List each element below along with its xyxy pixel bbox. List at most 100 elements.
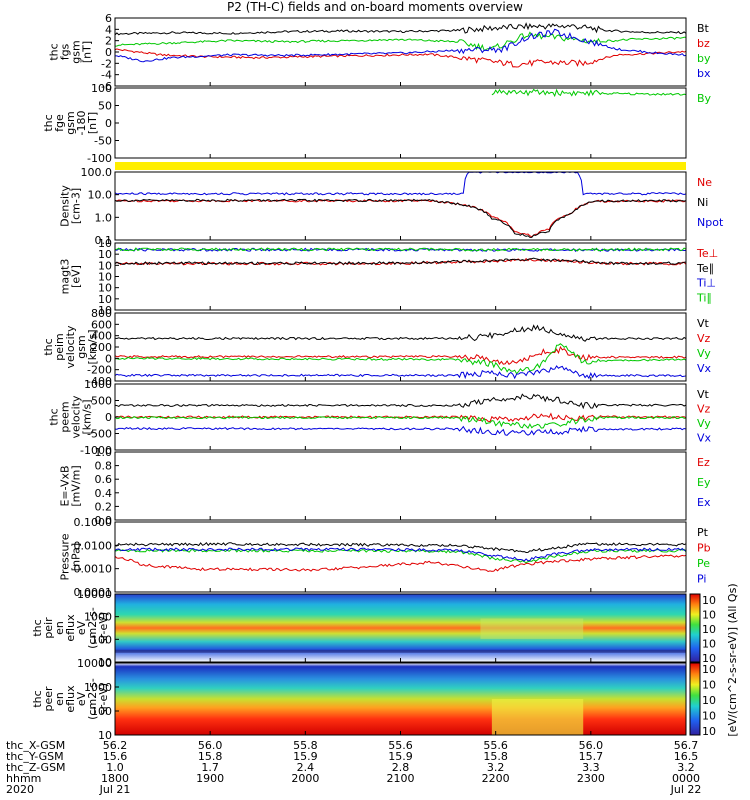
orbit-value: 15.8 — [483, 750, 508, 763]
y-tick-label: 0.0 — [95, 514, 113, 527]
orbit-value: 16.5 — [674, 750, 699, 763]
y-axis-label-line: Density — [59, 185, 72, 227]
y-axis-label-line: [km/s] — [86, 329, 99, 364]
y-axis-label: Pressure[nPa] — [59, 533, 83, 580]
series-line-Vz — [114, 412, 687, 423]
legend-Ni: Ni — [697, 196, 708, 209]
y-tick-label: 1000 — [84, 611, 112, 624]
panel-9: 10000 1000 100 10 thcpeerenefluxeV(cm2-s-sr-… — [31, 657, 687, 742]
y-tick-label: 100.0 — [81, 166, 113, 179]
y-tick-label: 100 — [91, 705, 112, 718]
orbit-value: 56.7 — [674, 739, 699, 752]
series-line-Vy — [115, 343, 687, 375]
y-tick-label: 0.1 — [95, 234, 113, 247]
legend-Vx: Vx — [697, 432, 712, 445]
series-line-by — [114, 31, 686, 52]
y-axis-label-line: thc — [48, 408, 61, 425]
legend-Bt: Bt — [697, 22, 710, 35]
orbit-value: 55.6 — [483, 739, 508, 752]
spectrogram-noise — [115, 649, 686, 653]
y-axis-label-line: gsm — [64, 111, 77, 134]
y-tick-label: -2 — [101, 57, 112, 70]
y-tick-label: 10 — [98, 729, 112, 742]
series-line-Npot — [114, 171, 687, 196]
y-tick-label: 2 — [105, 35, 112, 48]
legend-Pi: Pi — [697, 573, 706, 586]
panel-frame — [114, 87, 687, 159]
series-line-Bt — [114, 22, 687, 36]
y-tick-label: 1.0 — [95, 211, 113, 224]
y-axis-label-line: peer — [42, 686, 55, 712]
legend-by: by — [697, 52, 711, 65]
orbit-value: 0000 — [672, 772, 700, 785]
y-tick-label: 10 — [98, 271, 112, 284]
colorbar-tick: 10 — [702, 594, 716, 607]
y-axis-label-line: [nT] — [81, 41, 94, 63]
orbit-value: 2300 — [577, 772, 605, 785]
orbit-value: 2.4 — [297, 761, 315, 774]
legend-Vy: Vy — [697, 347, 711, 360]
y-tick-label: 10 — [98, 656, 112, 669]
y-axis-label-line: (cm2-s- — [86, 678, 99, 720]
spectrogram-feature — [491, 699, 584, 735]
series-line-Vt — [114, 324, 687, 342]
orbit-value: 2100 — [387, 772, 415, 785]
colorbar-tick: 10 — [702, 694, 716, 707]
panel-frame — [114, 312, 687, 382]
y-axis-label-line: -180 — [75, 111, 88, 136]
y-tick-label: 400 — [91, 330, 112, 343]
y-tick-label: 10000 — [77, 657, 112, 670]
y-tick-label: 0.4 — [95, 487, 113, 500]
y-axis-label-line: [nT] — [86, 112, 99, 134]
panel-frame — [114, 521, 687, 593]
y-axis-label-line: en — [53, 621, 66, 635]
panel-7: 0.10000.01000.00100.0001Pressure[nPa]PtP… — [59, 516, 711, 599]
orbit-value: 1.7 — [201, 761, 219, 774]
colorbar-tick: 10 — [702, 725, 716, 738]
orbit-value: 15.6 — [103, 750, 128, 763]
colorbar-label: [eV/(cm^2-s-sr-eV)] (All Qs) — [726, 583, 739, 736]
panel-6: 1.00.80.60.40.20.0 E=-VxB[mV/m] Ez Ey Ex — [59, 446, 711, 527]
y-tick-label: 0 — [105, 352, 112, 365]
orbit-value: 2000 — [291, 772, 319, 785]
panel-frame — [114, 451, 687, 521]
y-tick-label: 0.6 — [95, 473, 113, 486]
y-axis-label-line: thc — [42, 114, 55, 131]
y-tick-label: 0 — [105, 46, 112, 59]
y-axis-label-line: sr-eV) — [97, 612, 110, 644]
y-axis-label-line: eflux — [64, 685, 77, 713]
series-line-Pi — [114, 547, 687, 562]
colorbar-tick: 10 — [702, 609, 716, 622]
spectrogram-feature — [480, 618, 584, 639]
series-line-bx — [115, 28, 687, 63]
y-axis-label-line: peim — [53, 333, 66, 361]
y-axis-label-line: velocity — [70, 395, 83, 438]
series-line-Te∥ — [114, 257, 687, 266]
y-axis-label-line: eV — [75, 691, 88, 706]
orbit-value: 1.0 — [106, 761, 124, 774]
y-axis-label-line: gsm — [75, 335, 88, 358]
y-tick-label: 10 — [98, 293, 112, 306]
y-axis-label-line: peem — [59, 401, 72, 432]
legend-Ti∥: Ti∥ — [696, 291, 712, 304]
legend-Vx: Vx — [697, 362, 712, 375]
y-tick-label: 600 — [91, 318, 112, 331]
y-tick-label: 1.0 — [95, 446, 113, 459]
legend-Pt: Pt — [697, 526, 709, 539]
y-tick-label: 1000 — [84, 378, 112, 391]
y-tick-label: 0.0001 — [74, 586, 113, 599]
legend-Ey: Ey — [697, 476, 711, 489]
legend-Ex: Ex — [697, 496, 711, 509]
y-axis-label-line: [nPa] — [70, 543, 83, 571]
orbit-row-label: thc_Y-GSM — [6, 750, 64, 763]
y-tick-label: 50 — [98, 100, 112, 113]
y-tick-label: 100 — [91, 633, 112, 646]
orbit-value: 56.2 — [103, 739, 128, 752]
series-line-Pb — [114, 554, 687, 573]
y-tick-label: 0.8 — [95, 460, 113, 473]
